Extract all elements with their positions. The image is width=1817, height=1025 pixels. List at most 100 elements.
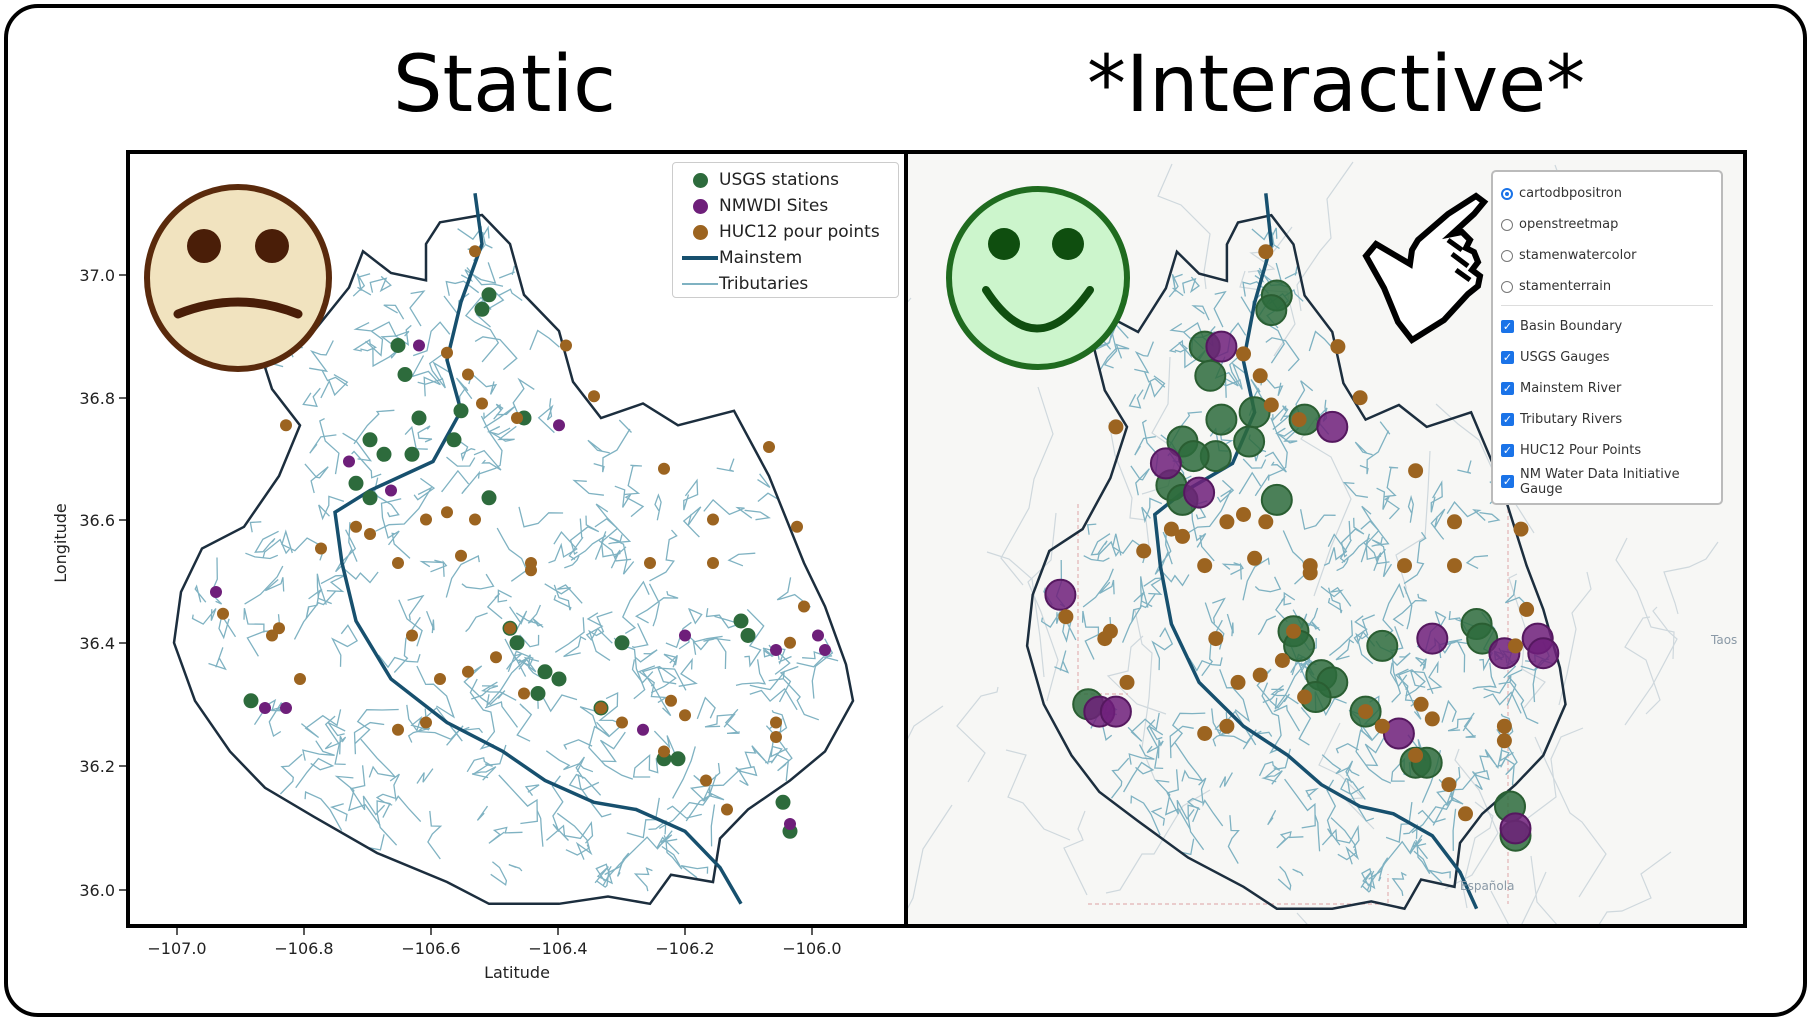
- huc12-pour-point-marker[interactable]: [1297, 689, 1313, 705]
- tributary-line: [1146, 719, 1164, 770]
- huc12-pour-point-marker[interactable]: [1197, 558, 1213, 574]
- tributary-line: [461, 573, 495, 590]
- usgs-station-marker[interactable]: [1205, 403, 1238, 436]
- huc12-pour-point-marker[interactable]: [1208, 631, 1224, 647]
- tributary-line: [471, 766, 497, 781]
- huc12-pour-point-marker[interactable]: [1058, 609, 1074, 625]
- huc12-pour-point-marker[interactable]: [1097, 631, 1113, 647]
- base-layer-cartodbpositron[interactable]: cartodbpositron: [1501, 178, 1713, 209]
- checkbox-checked-icon[interactable]: ✓: [1501, 444, 1514, 457]
- tributary-line: [564, 555, 580, 569]
- checkbox-checked-icon[interactable]: ✓: [1501, 320, 1514, 333]
- usgs-station-marker[interactable]: [1366, 629, 1399, 662]
- tributary-line: [446, 456, 476, 467]
- base-layer-stamenterrain[interactable]: stamenterrain: [1501, 271, 1713, 302]
- tributary-line: [464, 296, 500, 363]
- huc12-pour-point-marker[interactable]: [1458, 806, 1473, 822]
- huc12-pour-point-marker[interactable]: [1247, 550, 1263, 566]
- checkbox-checked-icon[interactable]: ✓: [1501, 382, 1514, 395]
- base-layer-stamenwatercolor[interactable]: stamenwatercolor: [1501, 240, 1713, 271]
- huc12-pour-point-marker[interactable]: [1441, 777, 1457, 793]
- nmwdi-site-marker: [679, 629, 691, 642]
- huc12-pour-point-marker: [280, 419, 292, 432]
- tributary-line: [486, 593, 503, 620]
- huc12-pour-point-marker[interactable]: [1519, 601, 1535, 617]
- tributary-line: [1321, 754, 1360, 777]
- huc12-pour-point-marker[interactable]: [1197, 726, 1213, 741]
- nmwdi-site-marker[interactable]: [1527, 637, 1560, 670]
- base-layer-openstreetmap[interactable]: openstreetmap: [1501, 209, 1713, 240]
- huc12-pour-point-marker[interactable]: [1447, 558, 1462, 574]
- usgs-station-marker: [243, 693, 259, 709]
- tributary-line: [1483, 691, 1522, 714]
- huc12-pour-point-marker[interactable]: [1397, 558, 1412, 574]
- radio-icon[interactable]: [1501, 218, 1513, 231]
- nmwdi-site-marker[interactable]: [1205, 330, 1238, 363]
- huc12-pour-point-marker[interactable]: [1496, 733, 1512, 749]
- huc12-pour-point-marker[interactable]: [1219, 718, 1235, 734]
- huc12-pour-point-marker[interactable]: [1119, 674, 1135, 690]
- huc12-pour-point-marker[interactable]: [1447, 514, 1462, 530]
- huc12-pour-point-marker[interactable]: [1358, 704, 1374, 720]
- overlay-huc12-pour-points[interactable]: ✓ HUC12 Pour Points: [1501, 443, 1642, 458]
- nmwdi-site-marker[interactable]: [1183, 476, 1216, 509]
- huc12-pour-point-marker[interactable]: [1408, 747, 1424, 763]
- huc12-pour-point-marker[interactable]: [1108, 419, 1124, 435]
- nmwdi-site-marker[interactable]: [1416, 622, 1449, 655]
- huc12-pour-point-marker[interactable]: [1252, 667, 1268, 683]
- huc12-pour-point-marker[interactable]: [1252, 368, 1268, 384]
- overlay-mainstem-river[interactable]: ✓ Mainstem River: [1501, 381, 1622, 396]
- checkbox-checked-icon[interactable]: ✓: [1501, 413, 1514, 426]
- radio-selected-icon[interactable]: [1501, 187, 1513, 200]
- tributary-line: [480, 681, 517, 701]
- overlay-basin-boundary[interactable]: ✓ Basin Boundary: [1501, 319, 1623, 334]
- huc12-pour-point-marker[interactable]: [1508, 638, 1523, 654]
- huc12-pour-point-marker[interactable]: [1424, 711, 1440, 727]
- nmwdi-site-marker[interactable]: [1099, 695, 1132, 728]
- huc12-pour-point-marker[interactable]: [1230, 674, 1246, 690]
- nmwdi-site-marker[interactable]: [1044, 578, 1077, 611]
- tributary-line: [688, 608, 703, 625]
- tributary-line: [744, 509, 771, 521]
- huc12-pour-point-marker[interactable]: [1408, 463, 1424, 479]
- huc12-pour-point-marker[interactable]: [1374, 718, 1390, 734]
- overlay-nm-water-data-gauge[interactable]: ✓ NM Water Data Initiative Gauge: [1501, 466, 1680, 497]
- checkbox-checked-icon[interactable]: ✓: [1501, 351, 1514, 364]
- usgs-station-marker[interactable]: [1255, 294, 1288, 327]
- usgs-station-marker[interactable]: [1194, 359, 1227, 392]
- tributary-line: [342, 432, 373, 462]
- huc12-pour-point-marker[interactable]: [1258, 514, 1274, 530]
- huc12-pour-point-marker[interactable]: [1302, 565, 1318, 581]
- huc12-pour-point-marker[interactable]: [1513, 521, 1529, 537]
- huc12-pour-point-marker[interactable]: [1263, 397, 1279, 413]
- huc12-pour-point-marker[interactable]: [1413, 696, 1429, 712]
- radio-icon[interactable]: [1501, 280, 1513, 293]
- huc12-pour-point-marker[interactable]: [1236, 507, 1251, 522]
- radio-icon[interactable]: [1501, 249, 1513, 262]
- huc12-pour-point-marker[interactable]: [1291, 412, 1307, 428]
- usgs-station-marker[interactable]: [1466, 622, 1499, 655]
- huc12-pour-point-marker[interactable]: [1352, 390, 1368, 406]
- overlay-usgs-gauges[interactable]: ✓ USGS Gauges: [1501, 350, 1610, 365]
- layer-control[interactable]: cartodbpositron openstreetmap stamenwate…: [1491, 170, 1723, 505]
- checkbox-checked-icon[interactable]: ✓: [1501, 475, 1514, 488]
- interactive-map[interactable]: Taos Española: [908, 154, 1743, 924]
- huc12-pour-point-marker[interactable]: [1258, 244, 1274, 260]
- huc12-pour-point-marker[interactable]: [1286, 623, 1301, 639]
- usgs-station-marker[interactable]: [1177, 440, 1210, 473]
- overlay-tributary-rivers[interactable]: ✓ Tributary Rivers: [1501, 412, 1623, 427]
- huc12-pour-point-marker[interactable]: [1175, 528, 1190, 544]
- huc12-pour-point-marker[interactable]: [1136, 543, 1152, 559]
- nmwdi-site-marker[interactable]: [1316, 410, 1349, 443]
- nmwdi-site-marker[interactable]: [1149, 447, 1182, 480]
- huc12-pour-point-marker[interactable]: [1219, 514, 1235, 530]
- nmwdi-site-marker[interactable]: [1499, 812, 1532, 845]
- huc12-pour-point-marker[interactable]: [1496, 718, 1512, 734]
- huc12-pour-point-marker[interactable]: [1274, 653, 1290, 668]
- usgs-station-marker[interactable]: [1233, 425, 1266, 458]
- huc12-pour-point-marker[interactable]: [1236, 346, 1251, 362]
- usgs-station-marker[interactable]: [1260, 483, 1293, 516]
- huc12-pour-point-marker[interactable]: [1330, 339, 1346, 355]
- tributary-line: [1267, 810, 1277, 826]
- huc12-pour-point-marker[interactable]: [1163, 521, 1179, 537]
